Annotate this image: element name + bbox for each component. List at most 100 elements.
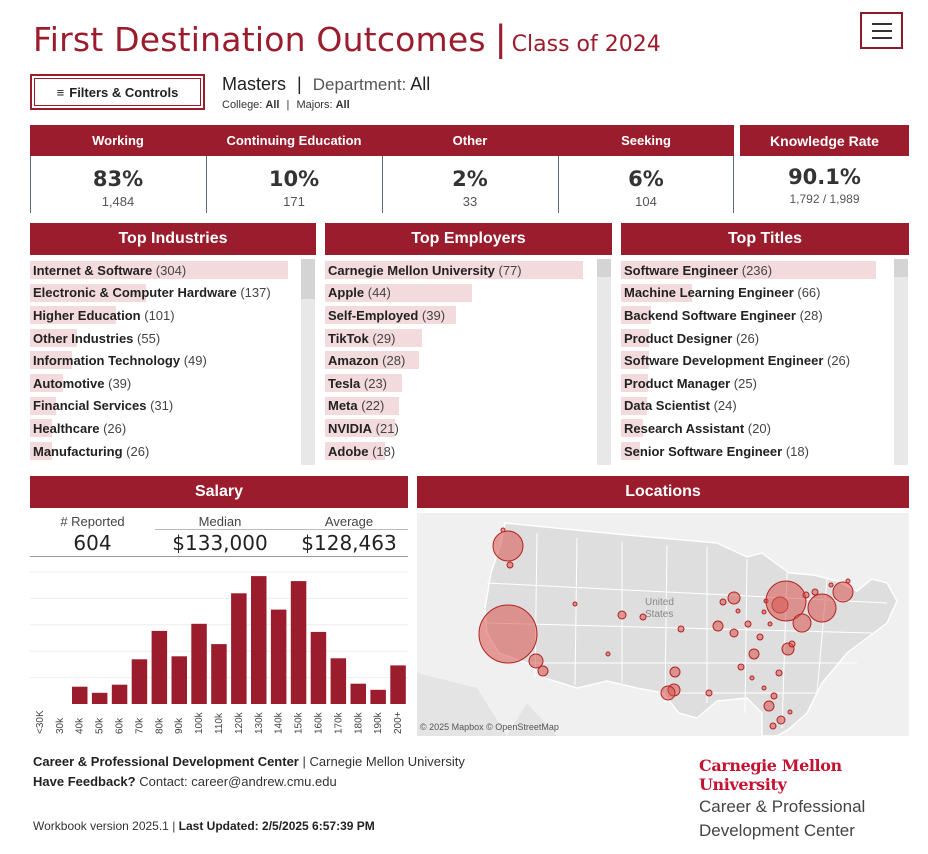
histogram-bar[interactable] [231, 593, 247, 704]
location-dot[interactable] [727, 591, 741, 605]
location-dot[interactable] [617, 610, 627, 620]
list-item[interactable]: Tesla (23) [325, 372, 595, 395]
location-dot[interactable] [828, 582, 834, 588]
location-dot[interactable] [660, 685, 676, 701]
location-dot[interactable] [528, 653, 544, 669]
feedback-contact-link[interactable]: Contact: career@andrew.cmu.edu [139, 774, 337, 789]
location-dot[interactable] [749, 675, 755, 681]
histogram-bar[interactable] [111, 684, 128, 704]
list-item[interactable]: Meta (22) [325, 395, 595, 418]
location-dot[interactable] [744, 620, 752, 628]
location-dot[interactable] [748, 648, 760, 660]
location-dot[interactable] [776, 715, 786, 725]
location-dot[interactable] [767, 621, 773, 627]
histogram-bar[interactable] [270, 609, 287, 704]
histogram-bar[interactable] [91, 692, 108, 704]
location-dot[interactable] [669, 666, 681, 678]
list-item[interactable]: Internet & Software (304) [30, 259, 300, 282]
list-item[interactable]: Electronic & Computer Hardware (137) [30, 282, 300, 305]
location-dot[interactable] [769, 722, 777, 730]
histogram-bar[interactable] [251, 576, 267, 704]
histogram-bar[interactable] [330, 658, 347, 704]
industries-scrollbar[interactable] [301, 259, 315, 465]
location-dot[interactable] [478, 604, 538, 664]
location-dot[interactable] [705, 689, 713, 697]
histogram-bar[interactable] [151, 630, 168, 704]
scrollbar-thumb[interactable] [301, 259, 315, 299]
employers-scrollbar[interactable] [597, 259, 611, 465]
list-item[interactable]: TikTok (29) [325, 327, 595, 350]
location-dot[interactable] [735, 608, 741, 614]
location-dot[interactable] [792, 613, 812, 633]
location-dot[interactable] [500, 527, 506, 533]
location-dot[interactable] [788, 640, 796, 648]
location-dot[interactable] [761, 685, 767, 691]
list-item[interactable]: Research Assistant (20) [621, 417, 893, 440]
list-item[interactable]: Software Development Engineer (26) [621, 349, 893, 372]
location-dot[interactable] [770, 692, 778, 700]
scrollbar-thumb[interactable] [597, 259, 611, 277]
location-dot[interactable] [506, 561, 514, 569]
list-item[interactable]: Data Scientist (24) [621, 395, 893, 418]
list-item[interactable]: Amazon (28) [325, 349, 595, 372]
histogram-bar[interactable] [310, 631, 327, 704]
list-item[interactable]: Healthcare (26) [30, 417, 300, 440]
location-dot[interactable] [677, 625, 685, 633]
filters-controls-button[interactable]: ≡ Filters & Controls [30, 74, 205, 110]
location-dot[interactable] [811, 588, 819, 596]
scrollbar-thumb[interactable] [894, 259, 908, 277]
location-dot[interactable] [802, 591, 810, 599]
histogram-bar[interactable] [72, 686, 88, 704]
location-dot[interactable] [719, 598, 727, 606]
histogram-bar[interactable] [171, 656, 188, 704]
titles-scrollbar[interactable] [894, 259, 908, 465]
hamburger-menu-button[interactable] [860, 12, 903, 49]
list-item[interactable]: Machine Learning Engineer (66) [621, 282, 893, 305]
locations-map[interactable]: United States © 2025 Mapbox © OpenStreet… [417, 513, 909, 736]
employers-list[interactable]: Carnegie Mellon University (77) Apple (44… [325, 259, 595, 465]
location-dot[interactable] [712, 620, 724, 632]
location-dot[interactable] [775, 669, 783, 677]
histogram-bar[interactable] [131, 659, 148, 704]
location-dots[interactable] [417, 513, 909, 736]
location-dot[interactable] [737, 663, 745, 671]
list-item[interactable]: Software Engineer (236) [621, 259, 893, 282]
location-dot[interactable] [832, 581, 854, 603]
list-item[interactable]: Product Manager (25) [621, 372, 893, 395]
location-dot[interactable] [807, 593, 837, 623]
list-item[interactable]: Carnegie Mellon University (77) [325, 259, 595, 282]
location-dot[interactable] [537, 665, 549, 677]
histogram-bar[interactable] [290, 581, 307, 704]
list-item[interactable]: Backend Software Engineer (28) [621, 304, 893, 327]
list-item[interactable]: Manufacturing (26) [30, 440, 300, 463]
list-item[interactable]: Higher Education (101) [30, 304, 300, 327]
histogram-bar[interactable] [191, 623, 207, 704]
histogram-bar[interactable] [350, 683, 367, 704]
list-item[interactable]: Apple (44) [325, 282, 595, 305]
location-dot[interactable] [761, 609, 767, 615]
location-dot[interactable] [765, 580, 807, 622]
location-dot[interactable] [492, 530, 524, 562]
list-item[interactable]: Financial Services (31) [30, 395, 300, 418]
location-dot[interactable] [639, 613, 647, 621]
location-dot[interactable] [605, 651, 611, 657]
location-dot[interactable] [763, 700, 775, 712]
industries-list[interactable]: Internet & Software (304) Electronic & Co… [30, 259, 300, 465]
histogram-bar[interactable] [370, 689, 386, 704]
list-item[interactable]: Other Industries (55) [30, 327, 300, 350]
salary-histogram[interactable]: <30K 30k 40k 50k 60k 70k 80k 90k 100k 110k 120k 130… [30, 568, 408, 738]
list-item[interactable]: Product Designer (26) [621, 327, 893, 350]
list-item[interactable]: NVIDIA (21) [325, 417, 595, 440]
location-dot[interactable] [729, 628, 739, 638]
list-item[interactable]: Self-Employed (39) [325, 304, 595, 327]
list-item[interactable]: Adobe (18) [325, 440, 595, 463]
list-item[interactable]: Senior Software Engineer (18) [621, 440, 893, 463]
location-dot[interactable] [787, 709, 793, 715]
list-item[interactable]: Automotive (39) [30, 372, 300, 395]
histogram-bar[interactable] [390, 665, 406, 704]
histogram-bar[interactable] [211, 644, 227, 704]
list-item[interactable]: Information Technology (49) [30, 349, 300, 372]
location-dot[interactable] [845, 578, 851, 584]
location-dot[interactable] [756, 633, 764, 641]
titles-list[interactable]: Software Engineer (236) Machine Learning … [621, 259, 893, 465]
